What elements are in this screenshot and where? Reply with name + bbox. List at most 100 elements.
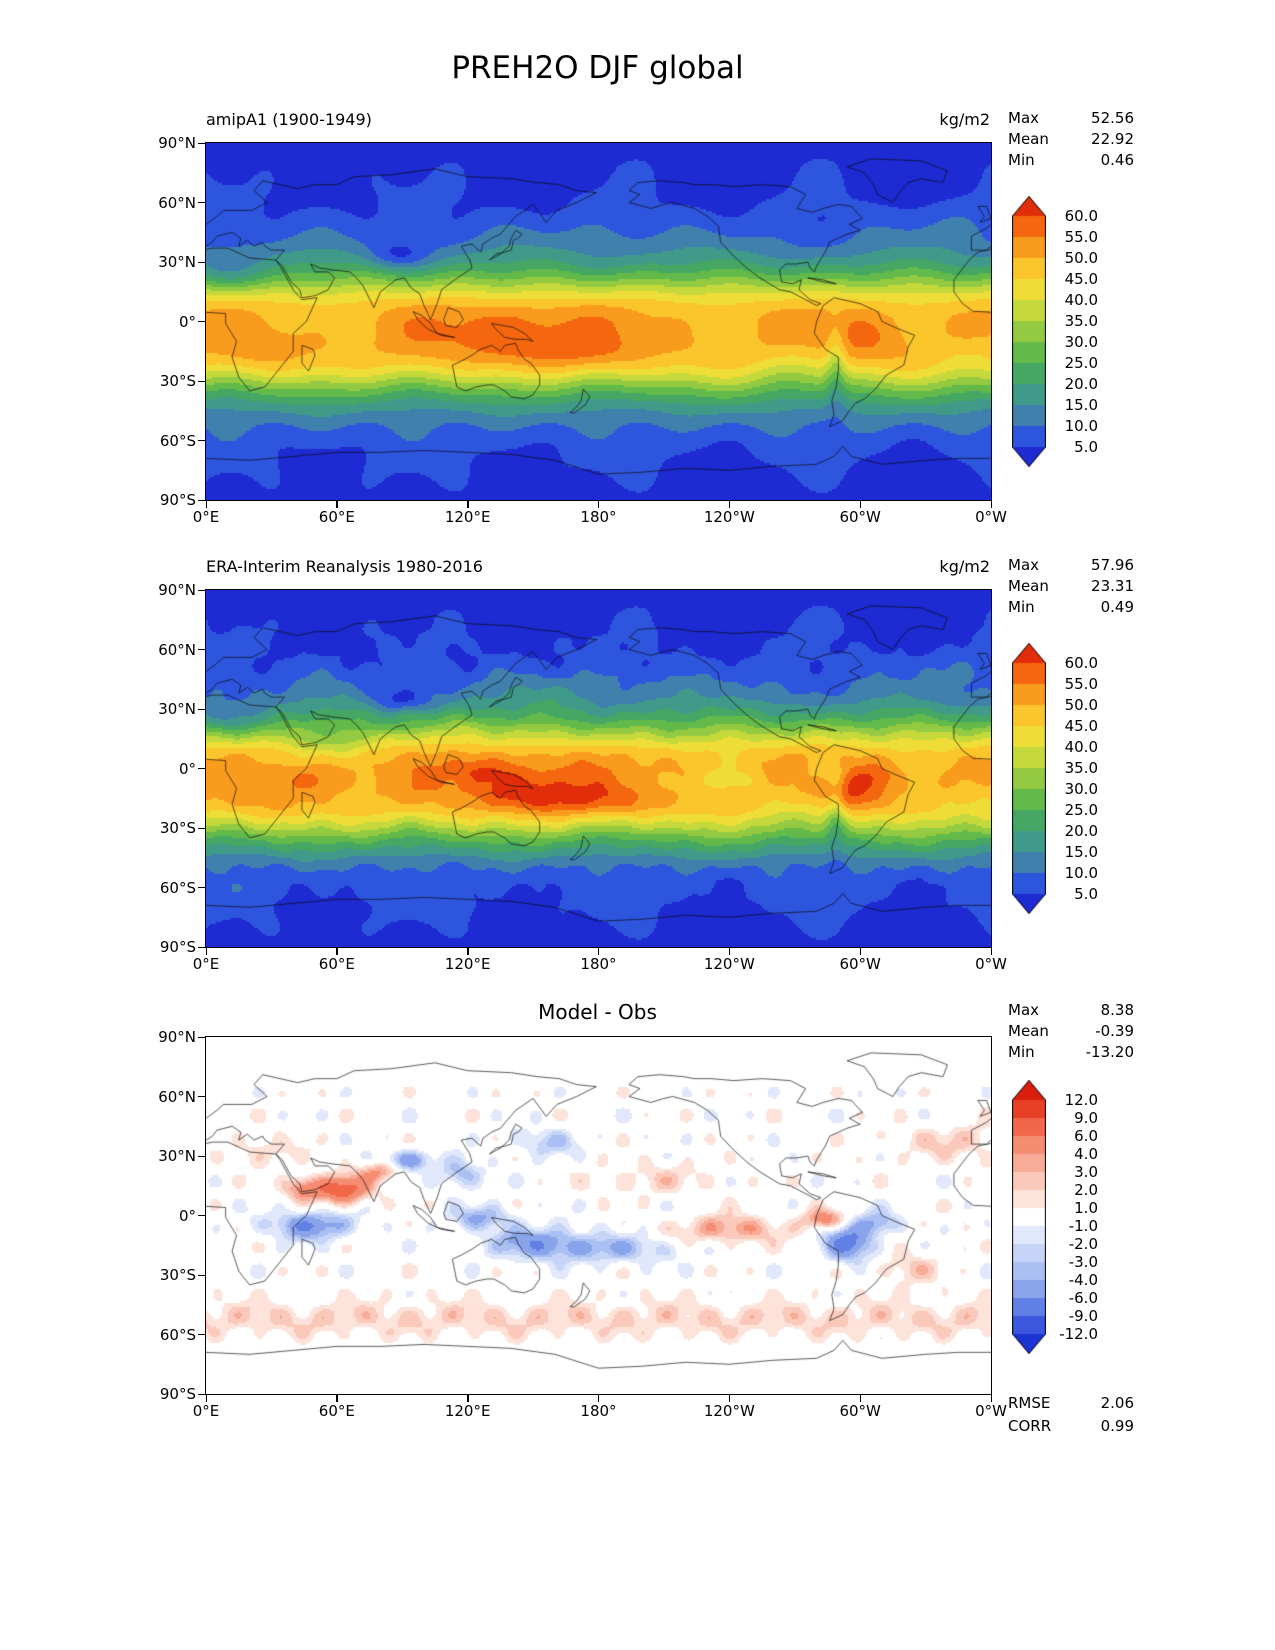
lon-tick-label: 120°E <box>444 508 491 526</box>
lon-tick-label: 0°W <box>975 1402 1007 1420</box>
colorbar-tick-label: -9.0 <box>1068 1307 1098 1325</box>
metric-label: CORR <box>1008 1417 1052 1435</box>
lon-tick-label: 60°E <box>318 955 355 973</box>
tick-mark <box>598 501 600 508</box>
colorbar-diff <box>1012 1080 1046 1354</box>
lon-tick-label: 0°E <box>192 955 220 973</box>
lon-tick-label: 60°E <box>318 508 355 526</box>
stat-value: 0.46 <box>1100 151 1134 169</box>
tick-mark <box>336 1395 338 1402</box>
tick-mark <box>198 1334 205 1336</box>
lat-tick-label: 60°S <box>159 878 196 897</box>
tick-mark <box>198 1393 205 1395</box>
colorbar-tick-label: -6.0 <box>1068 1289 1098 1307</box>
tick-mark <box>859 948 862 955</box>
map-diff <box>205 1036 992 1395</box>
metric-value: 0.99 <box>1100 1417 1134 1435</box>
colorbar-tick-label: 55.0 <box>1064 228 1098 246</box>
tick-mark <box>467 1395 469 1402</box>
lat-tick-label: 90°S <box>159 491 196 509</box>
colorbar-tick-label: 30.0 <box>1064 333 1098 351</box>
colorbar-tick-label: 2.0 <box>1074 1181 1098 1199</box>
colorbar-tick-label: 25.0 <box>1064 801 1098 819</box>
stat-value: -13.20 <box>1085 1043 1134 1061</box>
colorbar-tick-label: 35.0 <box>1064 759 1098 777</box>
colorbar-tick-label: 55.0 <box>1064 675 1098 693</box>
lat-tick-label: 0° <box>178 312 196 331</box>
lat-tick-label: 90°N <box>158 1028 196 1046</box>
stat-row: Mean 22.92 <box>1008 129 1134 150</box>
stat-label: Mean <box>1008 130 1049 148</box>
lat-tick-label: 60°S <box>159 1325 196 1344</box>
stat-label: Min <box>1008 151 1035 169</box>
stat-row: Max 8.38 <box>1008 1000 1134 1021</box>
lat-tick-label: 60°N <box>158 1087 196 1106</box>
colorbar-tick-label: 4.0 <box>1074 1145 1098 1163</box>
stat-row: Min 0.49 <box>1008 597 1134 618</box>
lon-tick-label: 0°W <box>975 508 1007 526</box>
colorbar-tick-label: 40.0 <box>1064 738 1098 756</box>
tick-mark <box>205 501 207 508</box>
colorbar-tick-label: -1.0 <box>1068 1217 1098 1235</box>
stat-value: 57.96 <box>1091 556 1134 574</box>
stat-value: 0.49 <box>1100 598 1134 616</box>
colorbar-tick-label: 1.0 <box>1074 1199 1098 1217</box>
colorbar-tick-label: 12.0 <box>1064 1091 1098 1109</box>
map-obs <box>205 589 992 948</box>
lon-tick-label: 120°E <box>444 955 491 973</box>
colorbar-tick-label: 45.0 <box>1064 270 1098 288</box>
metric-value: 2.06 <box>1100 1394 1134 1412</box>
tick-mark <box>336 948 338 955</box>
tick-mark <box>198 1215 205 1217</box>
stat-value: 22.92 <box>1091 130 1134 148</box>
stat-label: Max <box>1008 556 1040 574</box>
tick-mark <box>198 440 205 442</box>
tick-mark <box>205 1395 207 1402</box>
colorbar-tick-label: 20.0 <box>1064 375 1098 393</box>
stat-row: Min 0.46 <box>1008 150 1134 171</box>
tick-mark <box>990 948 992 955</box>
tick-mark <box>198 708 205 710</box>
tick-mark <box>198 649 205 651</box>
colorbar-tick-label: 60.0 <box>1064 654 1098 672</box>
map-model <box>205 142 992 501</box>
lon-tick-label: 60°W <box>839 508 881 526</box>
colorbar-tick-label: -12.0 <box>1059 1325 1098 1343</box>
colorbar-tick-label: 10.0 <box>1064 864 1098 882</box>
tick-mark <box>198 1096 205 1098</box>
colorbar-tick-label: -2.0 <box>1068 1235 1098 1253</box>
colorbar-tick-label: 9.0 <box>1074 1109 1098 1127</box>
colorbar-tick-label: 30.0 <box>1064 780 1098 798</box>
tick-mark <box>198 1274 205 1276</box>
metrics-diff: RMSE 2.06 CORR 0.99 <box>1008 1392 1134 1438</box>
tick-mark <box>198 827 205 829</box>
tick-mark <box>198 887 205 889</box>
stats-model: Max 52.56 Mean 22.92 Min 0.46 <box>1008 108 1134 171</box>
tick-mark <box>198 946 205 948</box>
lon-tick-label: 180° <box>580 955 617 973</box>
tick-mark <box>859 501 862 508</box>
stats-obs: Max 57.96 Mean 23.31 Min 0.49 <box>1008 555 1134 618</box>
colorbar-tick-label: 10.0 <box>1064 417 1098 435</box>
lon-tick-label: 120°W <box>703 955 755 973</box>
tick-mark <box>990 501 992 508</box>
tick-mark <box>859 1395 862 1402</box>
stat-value: 23.31 <box>1091 577 1134 595</box>
stat-row: Max 52.56 <box>1008 108 1134 129</box>
lat-tick-label: 30°N <box>158 700 196 718</box>
lon-tick-label: 120°W <box>703 1402 755 1420</box>
tick-mark <box>198 589 205 591</box>
tick-mark <box>467 501 469 508</box>
lon-tick-label: 60°W <box>839 955 881 973</box>
tick-mark <box>336 501 338 508</box>
colorbar-tick-label: 40.0 <box>1064 291 1098 309</box>
lat-tick-label: 30°N <box>158 1147 196 1165</box>
lat-tick-label: 90°S <box>159 938 196 956</box>
colorbar-tick-label: 3.0 <box>1074 1163 1098 1181</box>
colorbar-tick-label: 50.0 <box>1064 696 1098 714</box>
stat-label: Max <box>1008 1001 1040 1019</box>
stat-label: Min <box>1008 598 1035 616</box>
tick-mark <box>728 1395 731 1402</box>
colorbar-tick-label: 45.0 <box>1064 717 1098 735</box>
